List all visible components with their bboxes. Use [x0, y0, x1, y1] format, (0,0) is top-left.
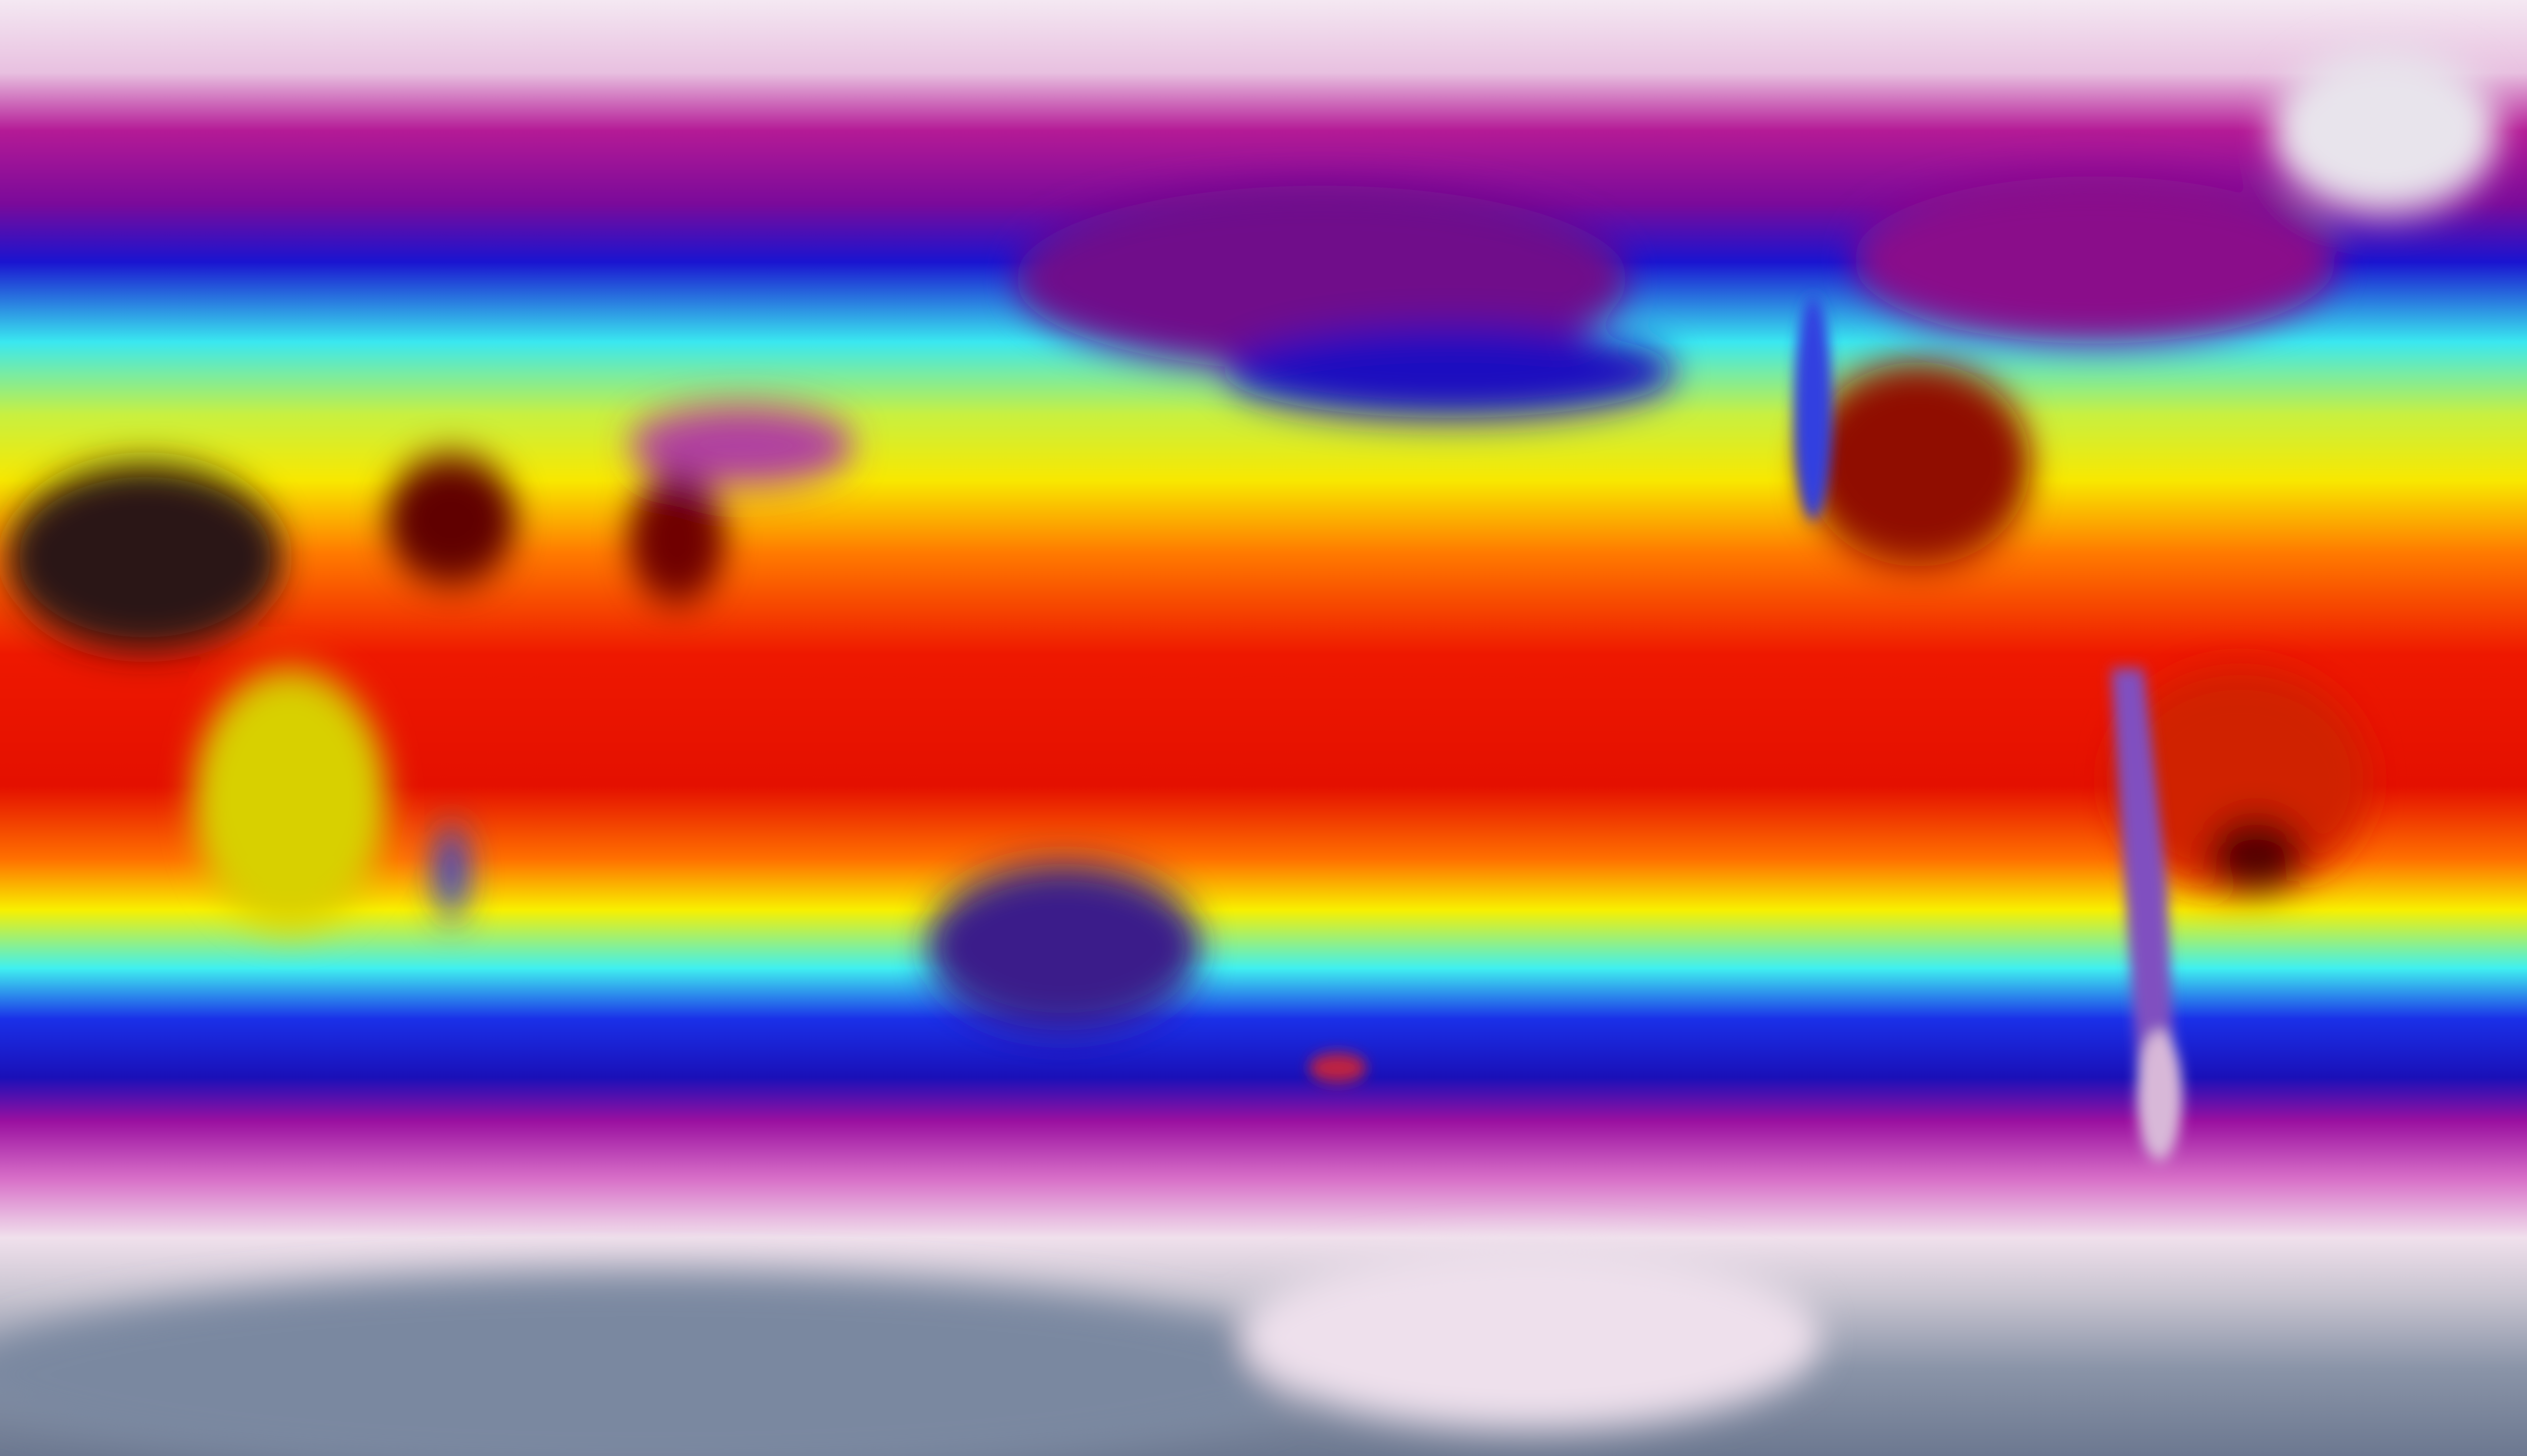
- africa-south: [193, 668, 387, 929]
- sahara-hot-region: [8, 464, 283, 650]
- new-zealand: [1308, 1053, 1367, 1083]
- north-pacific-blue: [1225, 325, 1676, 418]
- patagonia: [2137, 1030, 2182, 1161]
- greenland-ice: [2272, 46, 2498, 214]
- australia-cool-region: [926, 863, 1201, 1031]
- arabia-hot-region: [387, 455, 516, 585]
- north-america-hot-region: [1805, 362, 2031, 567]
- ross-sea-white: [1241, 1244, 1821, 1430]
- amazon-hot-region: [2111, 668, 2369, 891]
- canada-cold-region: [1853, 176, 2337, 344]
- antarctica-ice: [0, 1272, 1322, 1456]
- rockies-cold-strip: [1794, 297, 1833, 520]
- india-hot-region: [628, 474, 725, 604]
- brazil-dark-region: [2208, 817, 2305, 891]
- madagascar: [435, 826, 467, 919]
- tibet-cold-region: [628, 405, 855, 487]
- siberia-cold-region: [1015, 185, 1628, 371]
